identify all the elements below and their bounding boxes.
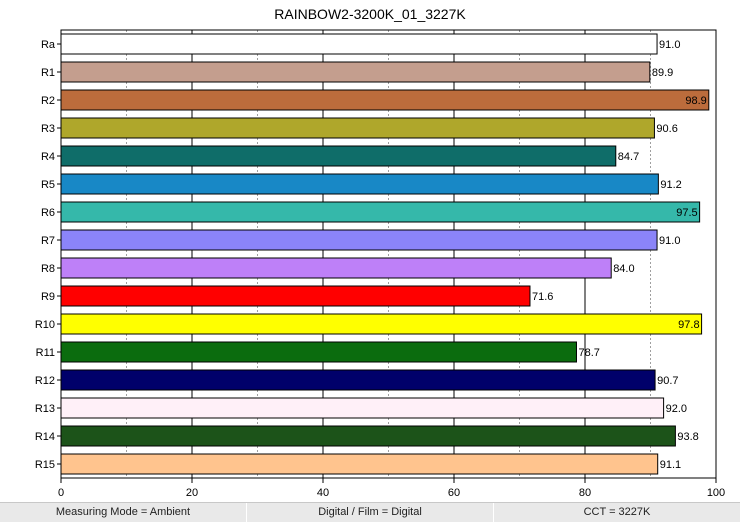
category-label: R5 xyxy=(41,179,55,191)
value-label: 84.0 xyxy=(613,263,634,275)
category-label: Ra xyxy=(41,39,56,51)
value-label: 78.7 xyxy=(578,347,599,359)
bar-r1 xyxy=(60,61,651,83)
value-label: 84.7 xyxy=(618,151,639,163)
category-label: R11 xyxy=(36,347,55,359)
category-label: R2 xyxy=(41,95,55,107)
value-label: 90.6 xyxy=(656,123,677,135)
chart-title: RAINBOW2-3200K_01_3227K xyxy=(274,6,466,22)
category-label: R13 xyxy=(35,403,55,415)
value-label: 90.7 xyxy=(657,375,678,387)
category-label: R7 xyxy=(41,235,55,247)
plot-frame xyxy=(60,29,717,479)
category-label: R15 xyxy=(35,459,55,471)
value-label: 89.9 xyxy=(652,67,673,79)
x-tick-label: 100 xyxy=(707,487,725,499)
digital-film-label: Digital / Film = Digital xyxy=(247,503,494,522)
bar-r8 xyxy=(60,257,612,279)
category-label: R6 xyxy=(41,207,55,219)
bar-r9 xyxy=(60,285,531,307)
value-label: 91.1 xyxy=(660,459,681,471)
measuring-mode-label: Measuring Mode = Ambient xyxy=(0,503,247,522)
bar-r4 xyxy=(60,145,617,167)
bar-r15 xyxy=(60,453,659,475)
bar-r5 xyxy=(60,173,659,195)
bar-r2 xyxy=(60,89,710,111)
x-tick-label: 60 xyxy=(448,487,460,499)
bar-r7 xyxy=(60,229,658,251)
value-label: 97.5 xyxy=(676,207,697,219)
x-tick-label: 20 xyxy=(186,487,198,499)
bar-r12 xyxy=(60,369,656,391)
category-label: R1 xyxy=(41,67,55,79)
bar-chart: 0 20 40 60 80 100 Ra 91.0 R1 89.9 R2 98.9 R3 90.6 R4 84… xyxy=(35,29,725,499)
value-label: 93.8 xyxy=(677,431,698,443)
category-label: R8 xyxy=(41,263,55,275)
category-label: R4 xyxy=(41,151,55,163)
x-tick-label: 80 xyxy=(579,487,591,499)
category-label: R3 xyxy=(41,123,55,135)
value-label: 71.6 xyxy=(532,291,553,303)
bar-r13 xyxy=(60,397,665,419)
value-label: 97.8 xyxy=(678,319,699,331)
bar-ra xyxy=(60,33,658,55)
bars xyxy=(60,33,710,475)
category-label: R9 xyxy=(41,291,55,303)
value-label: 92.0 xyxy=(666,403,687,415)
status-bar: Measuring Mode = Ambient Digital / Film … xyxy=(0,502,740,522)
category-label: R12 xyxy=(35,375,55,387)
x-tick-label: 40 xyxy=(317,487,329,499)
value-label: 91.0 xyxy=(659,235,680,247)
bar-r6 xyxy=(60,201,701,223)
value-label: 91.0 xyxy=(659,39,680,51)
category-label: R10 xyxy=(35,319,55,331)
cct-label: CCT = 3227K xyxy=(583,506,651,518)
bar-r11 xyxy=(60,341,577,363)
bar-r3 xyxy=(60,117,655,139)
bar-r10 xyxy=(60,313,703,335)
bar-r14 xyxy=(60,425,676,447)
category-label: R14 xyxy=(35,431,55,443)
value-label: 91.2 xyxy=(660,179,681,191)
x-tick-label: 0 xyxy=(58,487,64,499)
labels: 0 20 40 60 80 100 Ra 91.0 R1 89.9 R2 98.9 R3 90.6 R4 84… xyxy=(35,39,725,499)
value-label: 98.9 xyxy=(685,95,706,107)
